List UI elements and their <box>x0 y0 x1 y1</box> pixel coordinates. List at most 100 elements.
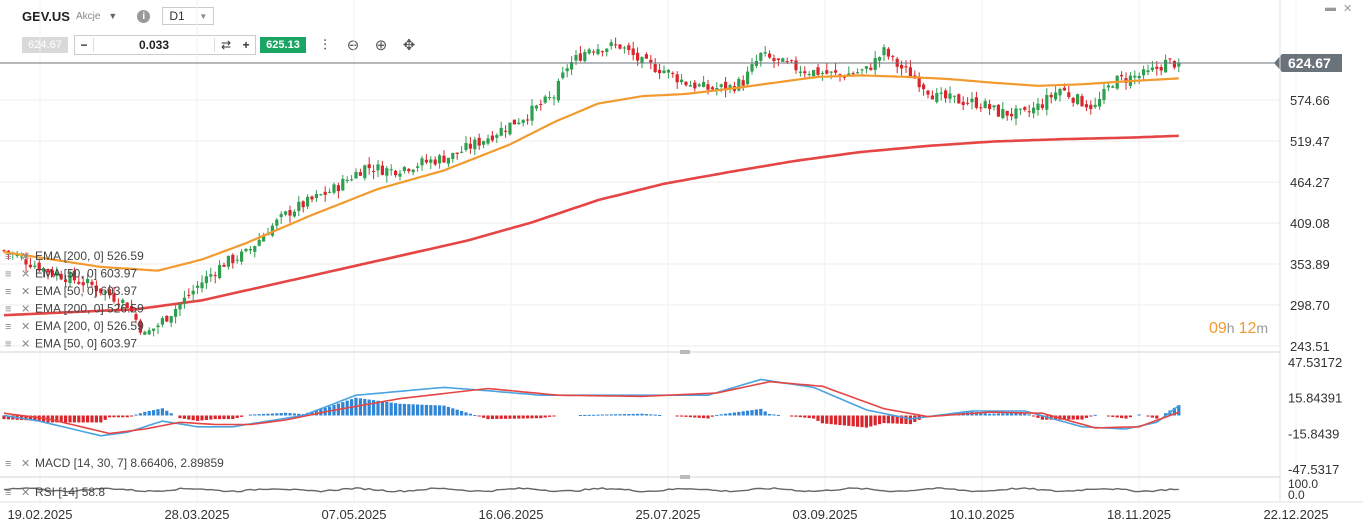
macd-histogram-bar <box>59 415 63 423</box>
candle-body <box>196 285 200 288</box>
macd-histogram-bar <box>420 404 424 416</box>
remove-icon[interactable]: ✕ <box>21 269 30 281</box>
candle-body <box>20 256 24 258</box>
macd-histogram-bar <box>834 415 838 425</box>
menu-icon[interactable]: ≡ <box>5 304 11 316</box>
chart-type-icon[interactable]: ⫶ <box>323 36 327 54</box>
candle-body <box>394 170 398 176</box>
quantity-decrease-button[interactable]: − <box>80 38 88 52</box>
ema-legend-item[interactable]: ≡ ✕ EMA [200, 0] 526.59 <box>5 249 144 263</box>
candle-body <box>90 281 94 285</box>
candle-body <box>495 135 499 138</box>
macd-histogram-bar <box>609 414 613 416</box>
macd-histogram-bar <box>464 412 468 416</box>
quantity-input[interactable]: 0.033 <box>93 38 215 52</box>
candle-body <box>486 138 490 144</box>
remove-icon[interactable]: ✕ <box>21 458 30 470</box>
ema-legend-item[interactable]: ≡ ✕ EMA [50, 0] 603.97 <box>5 267 137 281</box>
candle-body <box>191 290 195 295</box>
remove-icon[interactable]: ✕ <box>21 321 30 333</box>
macd-histogram-bar <box>869 415 873 427</box>
ema-legend-item[interactable]: ≡ ✕ EMA [50, 0] 603.97 <box>5 337 137 351</box>
menu-icon[interactable]: ≡ <box>5 251 11 263</box>
candle-body <box>301 201 305 208</box>
macd-histogram-bar <box>798 415 802 418</box>
candle-body <box>574 55 578 61</box>
candle-body <box>517 122 521 125</box>
macd-histogram-bar <box>1040 415 1044 420</box>
timeframe-select[interactable]: D1 ▼ <box>162 7 215 25</box>
macd-histogram-bar <box>578 415 582 417</box>
candle-body <box>750 64 754 72</box>
remove-icon[interactable]: ✕ <box>21 304 30 316</box>
macd-histogram-bar <box>860 415 864 428</box>
macd-histogram-bar <box>178 415 182 419</box>
zoom-out-icon[interactable]: ⊖ <box>346 37 360 54</box>
remove-icon[interactable]: ✕ <box>21 286 30 298</box>
close-icon[interactable]: ✕ <box>1343 3 1353 15</box>
candle-body <box>94 285 98 292</box>
candle-body <box>816 67 820 75</box>
minimize-icon[interactable]: ▬ <box>1325 2 1336 14</box>
swap-icon[interactable]: ⇄ <box>220 38 232 52</box>
move-icon[interactable]: ✥ <box>402 37 416 54</box>
macd-histogram-bar <box>292 413 296 416</box>
candle-body <box>961 101 965 106</box>
ema-legend-item[interactable]: ≡ ✕ EMA [50, 0] 603.97 <box>5 284 137 298</box>
candle-body <box>658 69 662 74</box>
quantity-increase-button[interactable]: + <box>242 38 250 52</box>
menu-icon[interactable]: ≡ <box>5 269 11 281</box>
candle-body <box>671 72 675 74</box>
date-tick-label: 18.11.2025 <box>1107 507 1171 522</box>
candle-body <box>1168 58 1172 60</box>
date-tick-label: 16.06.2025 <box>478 507 543 522</box>
macd-histogram-bar <box>759 408 763 416</box>
menu-icon[interactable]: ≡ <box>5 339 11 351</box>
candle-body <box>372 171 376 173</box>
pane-resize-handle[interactable] <box>680 475 690 479</box>
candle-body <box>838 74 842 76</box>
macd-histogram-bar <box>979 412 983 416</box>
rsi-legend[interactable]: ≡ ✕ RSI [14] 58.8 <box>5 485 105 499</box>
candle-body <box>314 194 318 198</box>
candle-body <box>886 48 890 57</box>
symbol-dropdown-icon[interactable]: ▼ <box>108 11 118 21</box>
macd-histogram-bar <box>235 415 239 418</box>
candle-body <box>570 62 574 70</box>
pane-resize-handle[interactable] <box>680 350 690 354</box>
candle-body <box>891 55 895 57</box>
candle-body <box>385 168 389 176</box>
candle-body <box>675 74 679 83</box>
macd-histogram-bar <box>389 402 393 416</box>
price-tick-label: 519.47 <box>1290 134 1330 149</box>
macd-legend[interactable]: ≡ ✕ MACD [14, 30, 7] 8.66406, 2.89859 <box>5 456 224 470</box>
menu-icon[interactable]: ≡ <box>5 286 11 298</box>
candle-body <box>798 71 802 73</box>
macd-histogram-bar <box>262 413 266 416</box>
menu-icon[interactable]: ≡ <box>5 487 11 499</box>
remove-icon[interactable]: ✕ <box>21 339 30 351</box>
zoom-in-icon[interactable]: ⊕ <box>374 37 388 54</box>
candle-body <box>341 178 345 191</box>
ema-legend-item[interactable]: ≡ ✕ EMA [200, 0] 526.59 <box>5 302 144 316</box>
candle-body <box>605 48 609 52</box>
macd-histogram-bar <box>1120 415 1124 419</box>
macd-histogram-bar <box>842 415 846 426</box>
candle-body <box>1036 103 1040 110</box>
menu-icon[interactable]: ≡ <box>5 321 11 333</box>
info-icon[interactable]: i <box>137 9 151 23</box>
macd-histogram-bar <box>882 415 886 424</box>
candle-body <box>614 44 618 46</box>
ema-label: EMA [50, 0] 603.97 <box>35 337 137 351</box>
buy-price-button[interactable]: 625.13 <box>260 37 306 53</box>
menu-icon[interactable]: ≡ <box>5 458 11 470</box>
macd-histogram-bar <box>746 410 750 416</box>
symbol-label[interactable]: GEV.US <box>22 8 70 24</box>
remove-icon[interactable]: ✕ <box>21 251 30 263</box>
sell-price-button[interactable]: 624.67 <box>22 37 68 53</box>
candle-body <box>728 85 732 88</box>
ema-legend-item[interactable]: ≡ ✕ EMA [200, 0] 526.59 <box>5 319 144 333</box>
candle-body <box>209 274 213 277</box>
remove-icon[interactable]: ✕ <box>21 487 30 499</box>
